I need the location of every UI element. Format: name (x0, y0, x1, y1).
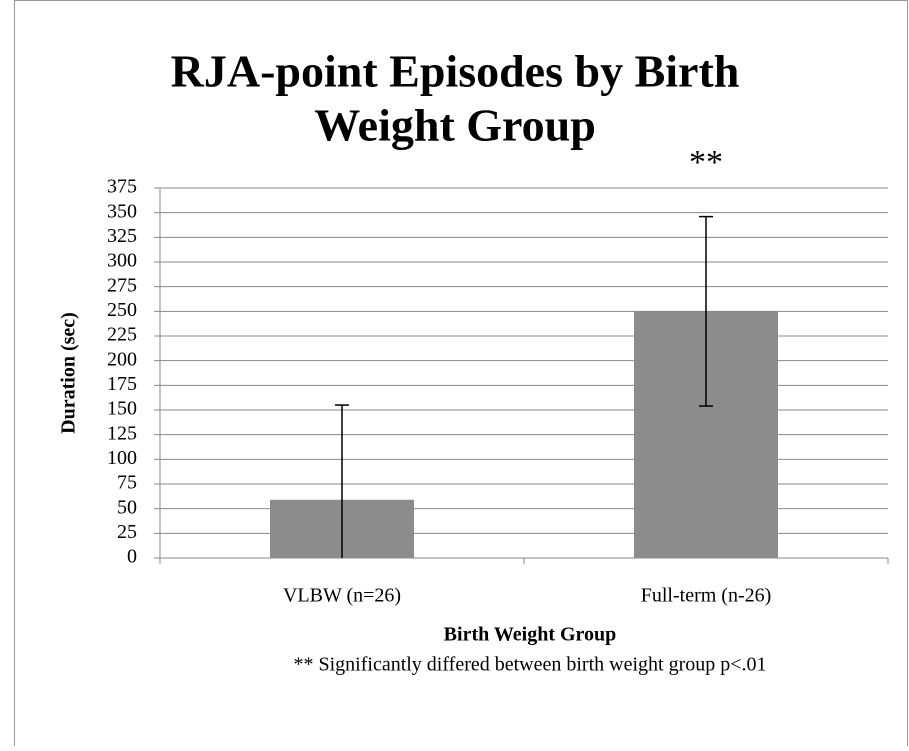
chart-title: RJA-point Episodes by Birth (171, 46, 740, 97)
y-tick-label: 125 (107, 422, 137, 444)
x-tick-label: Full-term (n-26) (641, 585, 772, 607)
error-bars (335, 215, 713, 558)
y-tick-label: 300 (107, 250, 137, 272)
y-tick-label: 0 (127, 546, 137, 568)
y-tick-label: 100 (107, 447, 137, 469)
y-tick-label: 200 (107, 348, 137, 370)
significance-mark: ** (689, 144, 723, 181)
x-tick-label: VLBW (n=26) (283, 585, 401, 607)
y-tick-label: 250 (107, 299, 137, 321)
y-tick-label: 225 (107, 324, 137, 346)
y-tick-label: 75 (117, 472, 137, 494)
y-tick-label: 50 (117, 496, 137, 518)
y-axis-label: Duration (sec) (58, 312, 80, 434)
y-tick-label: 25 (117, 521, 137, 543)
footnote: ** Significantly differed between birth … (293, 654, 766, 676)
chart-title: Weight Group (314, 100, 596, 151)
y-tick-label: 325 (107, 225, 137, 247)
chart-frame (14, 0, 908, 751)
y-tick-label: 150 (107, 398, 137, 420)
y-tick-label: 275 (107, 274, 137, 296)
y-tick-label: 175 (107, 373, 137, 395)
y-tick-label: 350 (107, 200, 137, 222)
x-axis-label: Birth Weight Group (444, 624, 617, 646)
y-tick-label: 375 (107, 176, 137, 198)
